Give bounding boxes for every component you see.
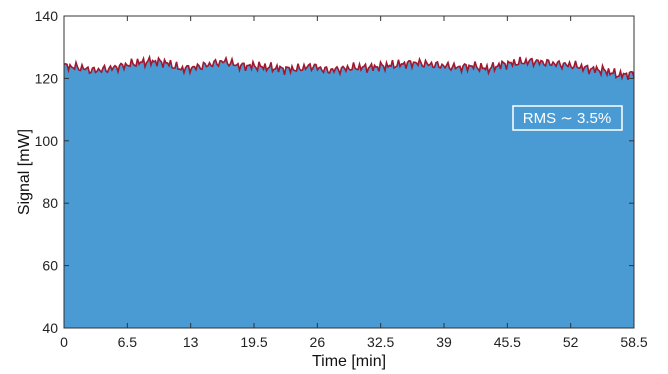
signal-area-fill [63, 55, 635, 329]
y-axis: 40 60 80 100 120 140 [35, 8, 634, 336]
x-tick-label: 58.5 [620, 334, 647, 350]
x-tick-label: 26 [310, 334, 326, 350]
rms-annotation-box [512, 105, 623, 131]
signal-line [63, 54, 635, 81]
x-tick-label: 6.5 [118, 334, 138, 350]
x-tick-label: 19.5 [240, 334, 267, 350]
rms-annotation: RMS ∼ 3.5% [512, 105, 623, 131]
axes-box [63, 15, 635, 329]
y-tick-label: 40 [42, 320, 58, 336]
x-tick-label: 45.5 [494, 334, 521, 350]
y-tick-label: 100 [35, 133, 59, 149]
y-tick-label: 140 [35, 8, 59, 24]
x-tick-label: 52 [563, 334, 579, 350]
x-tick-label: 32.5 [367, 334, 394, 350]
x-axis-label: Time [min] [312, 353, 386, 370]
x-tick-label: 39 [436, 334, 452, 350]
x-axis: 0 6.5 13 19.5 26 32.5 39 45.5 52 58.5 [60, 16, 648, 350]
y-tick-label: 120 [35, 70, 59, 86]
plot-area [63, 54, 635, 329]
y-tick-label: 80 [42, 195, 58, 211]
y-tick-label: 60 [42, 258, 58, 274]
rms-annotation-text: RMS ∼ 3.5% [523, 110, 611, 127]
x-tick-label: 13 [183, 334, 199, 350]
y-axis-label: Signal [mW] [16, 129, 33, 215]
x-tick-label: 0 [60, 334, 68, 350]
